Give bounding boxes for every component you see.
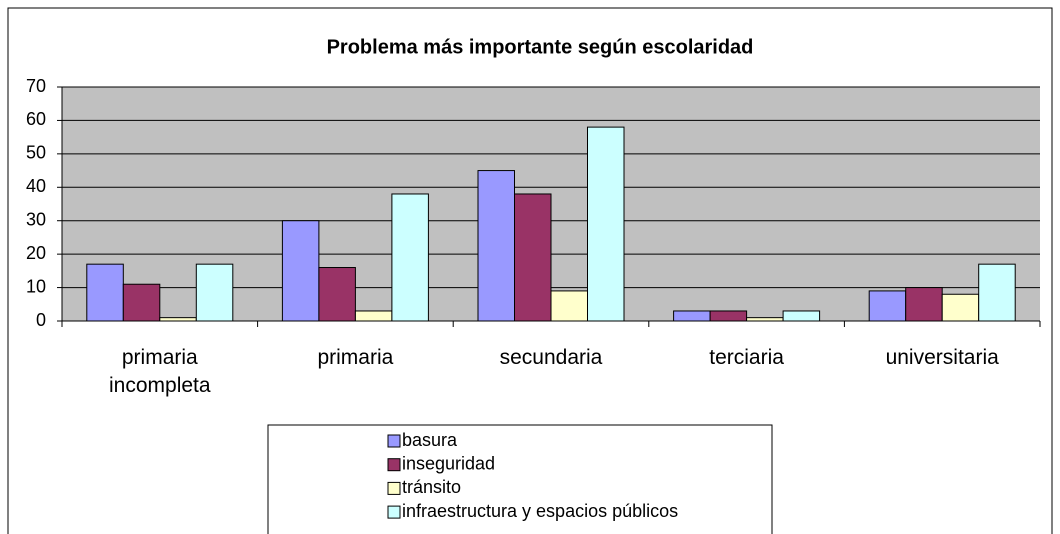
bar [941, 293, 980, 322]
legend-swatch [387, 481, 401, 495]
bar [782, 310, 821, 322]
legend-swatch [387, 434, 401, 448]
bar [905, 287, 943, 322]
bar [318, 267, 356, 322]
legend-box [267, 424, 773, 534]
legend-swatch [387, 458, 401, 472]
legend-swatch [387, 505, 401, 519]
bar [587, 126, 625, 322]
y-tick-label: 70 [26, 76, 46, 96]
y-tick-label: 20 [26, 243, 46, 263]
y-tick-label: 30 [26, 209, 46, 229]
y-tick-label: 50 [26, 143, 46, 163]
bar [86, 263, 124, 322]
x-tick-label: terciaria [709, 346, 784, 369]
bar [514, 193, 552, 322]
y-tick-label: 0 [36, 310, 46, 330]
legend-label: infraestructura y espacios públicos [402, 501, 678, 521]
bar [354, 310, 393, 322]
bar [868, 290, 907, 322]
y-tick-label: 10 [26, 276, 46, 296]
bar [709, 310, 748, 322]
x-tick-label: primaria incompleta [109, 346, 211, 397]
bar [195, 263, 234, 322]
bar [550, 290, 588, 322]
x-tick-label: universitaria [885, 346, 999, 369]
legend-label: inseguridad [402, 453, 495, 473]
bar [122, 283, 161, 322]
bar [391, 193, 429, 322]
legend-label: tránsito [402, 477, 461, 497]
x-tick-label: primaria [317, 346, 394, 369]
bar [978, 263, 1016, 322]
chart-frame [7, 7, 1053, 534]
bar [746, 317, 784, 322]
bar [281, 220, 320, 322]
y-tick-label: 40 [26, 176, 46, 196]
chart-title: Problema más importante según escolarida… [327, 36, 754, 58]
bar [673, 310, 711, 322]
x-tick-label: secundaria [499, 346, 603, 369]
legend-label: basura [402, 430, 458, 450]
y-tick-label: 60 [26, 109, 46, 129]
bar [477, 170, 515, 322]
bar [159, 317, 197, 322]
